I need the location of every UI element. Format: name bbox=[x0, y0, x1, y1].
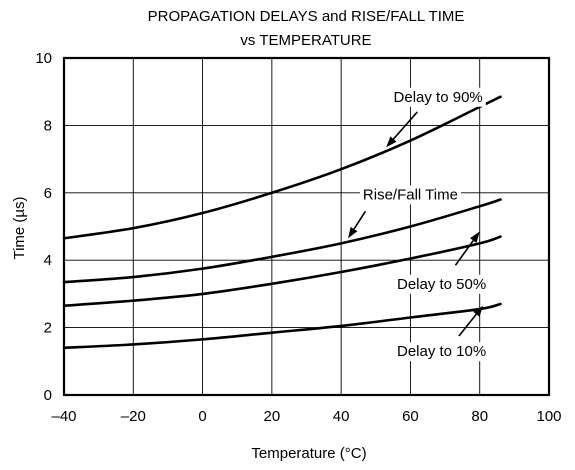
y-tick-label: 8 bbox=[44, 117, 52, 134]
annotation-arrow bbox=[392, 111, 418, 140]
annotation-label-background bbox=[390, 87, 486, 107]
y-tick-label: 4 bbox=[44, 252, 52, 269]
x-tick-label: 40 bbox=[333, 408, 350, 425]
x-tick-label: –20 bbox=[121, 408, 146, 425]
annotation-arrow bbox=[458, 313, 477, 337]
annotation-arrowhead bbox=[473, 305, 484, 317]
annotation-label-background bbox=[393, 342, 490, 362]
series-group bbox=[62, 95, 502, 350]
annotations: Delay to 90% Rise/Fall Time Delay to 50% De… bbox=[348, 87, 490, 362]
annotation-label: Delay to 10% bbox=[397, 343, 486, 360]
x-tick-label: 60 bbox=[402, 408, 419, 425]
y-tick-label: 10 bbox=[35, 50, 52, 67]
y-tick-label: 0 bbox=[44, 387, 52, 404]
y-tick-label: 6 bbox=[44, 185, 52, 202]
series-line-rise-fall-time bbox=[62, 198, 502, 284]
annotation-label: Delay to 90% bbox=[394, 89, 483, 106]
y-axis-ticks: 0 2 4 6 8 10 bbox=[35, 50, 52, 404]
x-axis-label: Temperature (°C) bbox=[251, 445, 366, 462]
annotation-arrowhead bbox=[470, 231, 480, 243]
annotation-arrowhead bbox=[386, 136, 397, 148]
plot-frame bbox=[62, 56, 551, 397]
x-tick-label: 80 bbox=[471, 408, 488, 425]
annotation-label-background bbox=[393, 274, 490, 294]
annotation-label: Delay to 50% bbox=[397, 276, 486, 293]
series-line-delay-to-90 bbox=[62, 95, 502, 240]
annotation-arrow bbox=[454, 240, 474, 266]
chart-title-line-2: vs TEMPERATURE bbox=[240, 32, 371, 49]
y-tick-label: 2 bbox=[44, 320, 52, 337]
annotation-label-background bbox=[359, 185, 461, 205]
chart-title-line-1: PROPAGATION DELAYS and RISE/FALL TIME bbox=[148, 8, 465, 25]
series-line-delay-to-50 bbox=[62, 235, 502, 307]
x-axis-ticks: –40 –20 0 20 40 60 80 100 bbox=[51, 408, 561, 425]
x-tick-label: 100 bbox=[536, 408, 561, 425]
series-line-delay-to-10 bbox=[62, 302, 502, 350]
annotation-arrowhead bbox=[348, 226, 358, 239]
x-tick-label: 0 bbox=[198, 408, 206, 425]
annotation-arrow bbox=[353, 210, 367, 230]
annotation-label: Rise/Fall Time bbox=[363, 186, 458, 203]
x-tick-label: –40 bbox=[51, 408, 76, 425]
y-axis-label: Time (µs) bbox=[11, 196, 28, 259]
x-tick-label: 20 bbox=[264, 408, 281, 425]
